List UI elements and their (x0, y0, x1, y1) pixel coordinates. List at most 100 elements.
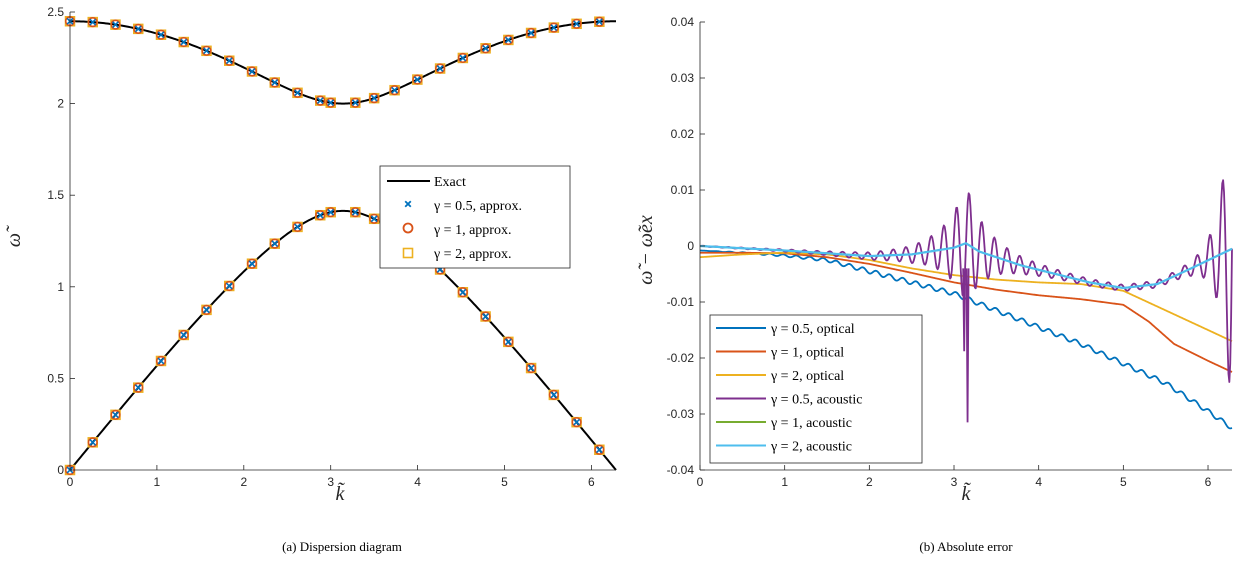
legend-a-box (379, 165, 571, 269)
marker-g1-circle (224, 55, 235, 66)
marker-g1-circle (269, 77, 280, 88)
panel-b: 0 1 2 3 4 5 6 -0.04 -0.03 -0.02 -0.01 0 0.01 0.02 0.03… (635, 15, 1233, 554)
plot-b-ytick-label: -0.02 (667, 351, 695, 365)
marker-g05-x (203, 306, 210, 314)
marker-g1-circle (246, 258, 258, 269)
plot-a-ytick-label: 0 (57, 463, 64, 477)
legend-b-label-g1-optical: γ = 1, optical (770, 346, 844, 361)
marker-g1-circle (571, 18, 582, 29)
marker-g1-circle (224, 280, 235, 292)
marker-g05-x (112, 411, 119, 419)
plot-a-axes (69, 11, 616, 471)
marker-g05-x (550, 24, 558, 31)
legend-b-label-g2-optical: γ = 2, optical (770, 369, 844, 384)
legend-a-g1-marker (402, 222, 414, 234)
plot-b-xtick-label: 6 (1205, 475, 1212, 489)
plot-a-xtick-label: 5 (501, 475, 508, 489)
panel-a: 0 1 2 3 4 5 6 0 0.5 1 1.5 2 2.5 k̃ ω̃ (a) Dispersion… (3, 5, 617, 554)
plot-b-axes (699, 21, 1232, 471)
marker-g05-x (225, 282, 233, 290)
marker-g05-x (248, 68, 256, 75)
marker-g05-x (573, 418, 580, 426)
legend-b-label-g05-optical: γ = 0.5, optical (770, 322, 855, 337)
plot-a-xtick-label: 1 (154, 475, 161, 489)
plot-a-xtick-label: 2 (240, 475, 247, 489)
marker-g05-x (89, 18, 97, 26)
marker-g1-circle (110, 19, 121, 30)
plot-a-ytick-label: 2.5 (47, 5, 64, 19)
marker-g1-circle (315, 95, 326, 106)
marker-g1-circle (369, 213, 380, 224)
plot-b-xtick-label: 2 (866, 475, 873, 489)
marker-g1-circle (325, 97, 336, 108)
plot-b-ytick-label: 0.02 (671, 127, 695, 141)
marker-g05-x (504, 338, 512, 346)
marker-g1-circle (178, 36, 189, 48)
marker-g05-x (316, 211, 324, 219)
legend-a-g2-marker (402, 247, 414, 259)
marker-g1-circle (548, 389, 559, 400)
marker-g1-circle (201, 45, 212, 56)
marker-g1-circle (110, 409, 121, 420)
marker-g1-circle (246, 66, 258, 77)
legend-a-g1-circle (402, 222, 414, 234)
marker-g05-x (134, 25, 142, 33)
marker-g1-circle (548, 22, 559, 33)
marker-g05-x (248, 260, 256, 268)
marker-g05-x (112, 21, 119, 29)
marker-g1-circle (457, 287, 468, 298)
marker-g05-x (370, 215, 378, 223)
error-line-g2-acoustic (699, 242, 1233, 290)
marker-g1-circle (292, 87, 303, 98)
plot-b-ytick-label: 0.03 (671, 71, 695, 85)
marker-g05-x (134, 384, 142, 392)
plot-b-ytick-label: 0.04 (671, 15, 695, 29)
marker-g1-circle (325, 207, 336, 218)
legend-a: Exact γ = 0.5, approx. γ = 1, approx. γ … (379, 165, 571, 269)
marker-g05-x (180, 38, 188, 46)
marker-g1-circle (526, 362, 537, 374)
marker-g05-x (573, 20, 580, 28)
marker-g05-x (595, 18, 603, 26)
marker-g05-x (294, 89, 301, 97)
legend-b-label-g1-acoustic: γ = 1, acoustic (770, 416, 852, 431)
marker-g1-circle (480, 43, 491, 54)
legend-a-g05-label: γ = 0.5, approx. (433, 199, 522, 214)
marker-g05-x (294, 223, 301, 231)
marker-g05-x (225, 57, 233, 65)
plot-a-xtick-label: 0 (67, 475, 74, 489)
marker-g1-circle (178, 329, 189, 341)
marker-g05-x (316, 97, 324, 104)
marker-g05-x (527, 29, 535, 37)
marker-g05-x (459, 54, 467, 62)
legend-b-label-g05-acoustic: γ = 0.5, acoustic (770, 393, 862, 408)
plot-b-ytick-label: -0.03 (667, 407, 695, 421)
marker-g1-circle (389, 85, 400, 96)
marker-g1-circle (350, 207, 361, 218)
marker-g1-circle (503, 34, 514, 46)
marker-g1-circle (350, 97, 361, 108)
legend-a-exact-label: Exact (434, 175, 466, 190)
marker-g1-circle (133, 382, 144, 393)
marker-g1-circle (526, 27, 537, 39)
marker-g1-circle (87, 17, 98, 28)
marker-g05-x (550, 391, 558, 399)
marker-g1-circle (155, 355, 167, 367)
plot-b-xtick-label: 1 (781, 475, 788, 489)
plot-a-xtick-label: 3 (327, 475, 334, 489)
plot-b-xlabel: k̃ (962, 481, 972, 505)
plot-b-ytick-label: 0 (687, 239, 694, 253)
marker-g05-x (271, 240, 279, 248)
marker-g1-circle (412, 74, 423, 85)
legend-a-g2-label: γ = 2, approx. (433, 247, 511, 262)
legend-b-box (709, 314, 923, 464)
marker-g1-circle (269, 238, 280, 249)
marker-g05-x (157, 357, 165, 365)
marker-g05-x (157, 31, 165, 39)
plot-a-series (64, 16, 617, 476)
plot-a-ylabel: ω̃ (3, 225, 25, 247)
marker-g05-x (595, 446, 603, 454)
marker-g05-x (351, 208, 359, 216)
legend-b-label-g2-acoustic: γ = 2, acoustic (770, 440, 852, 455)
marker-g05-x (504, 36, 512, 44)
